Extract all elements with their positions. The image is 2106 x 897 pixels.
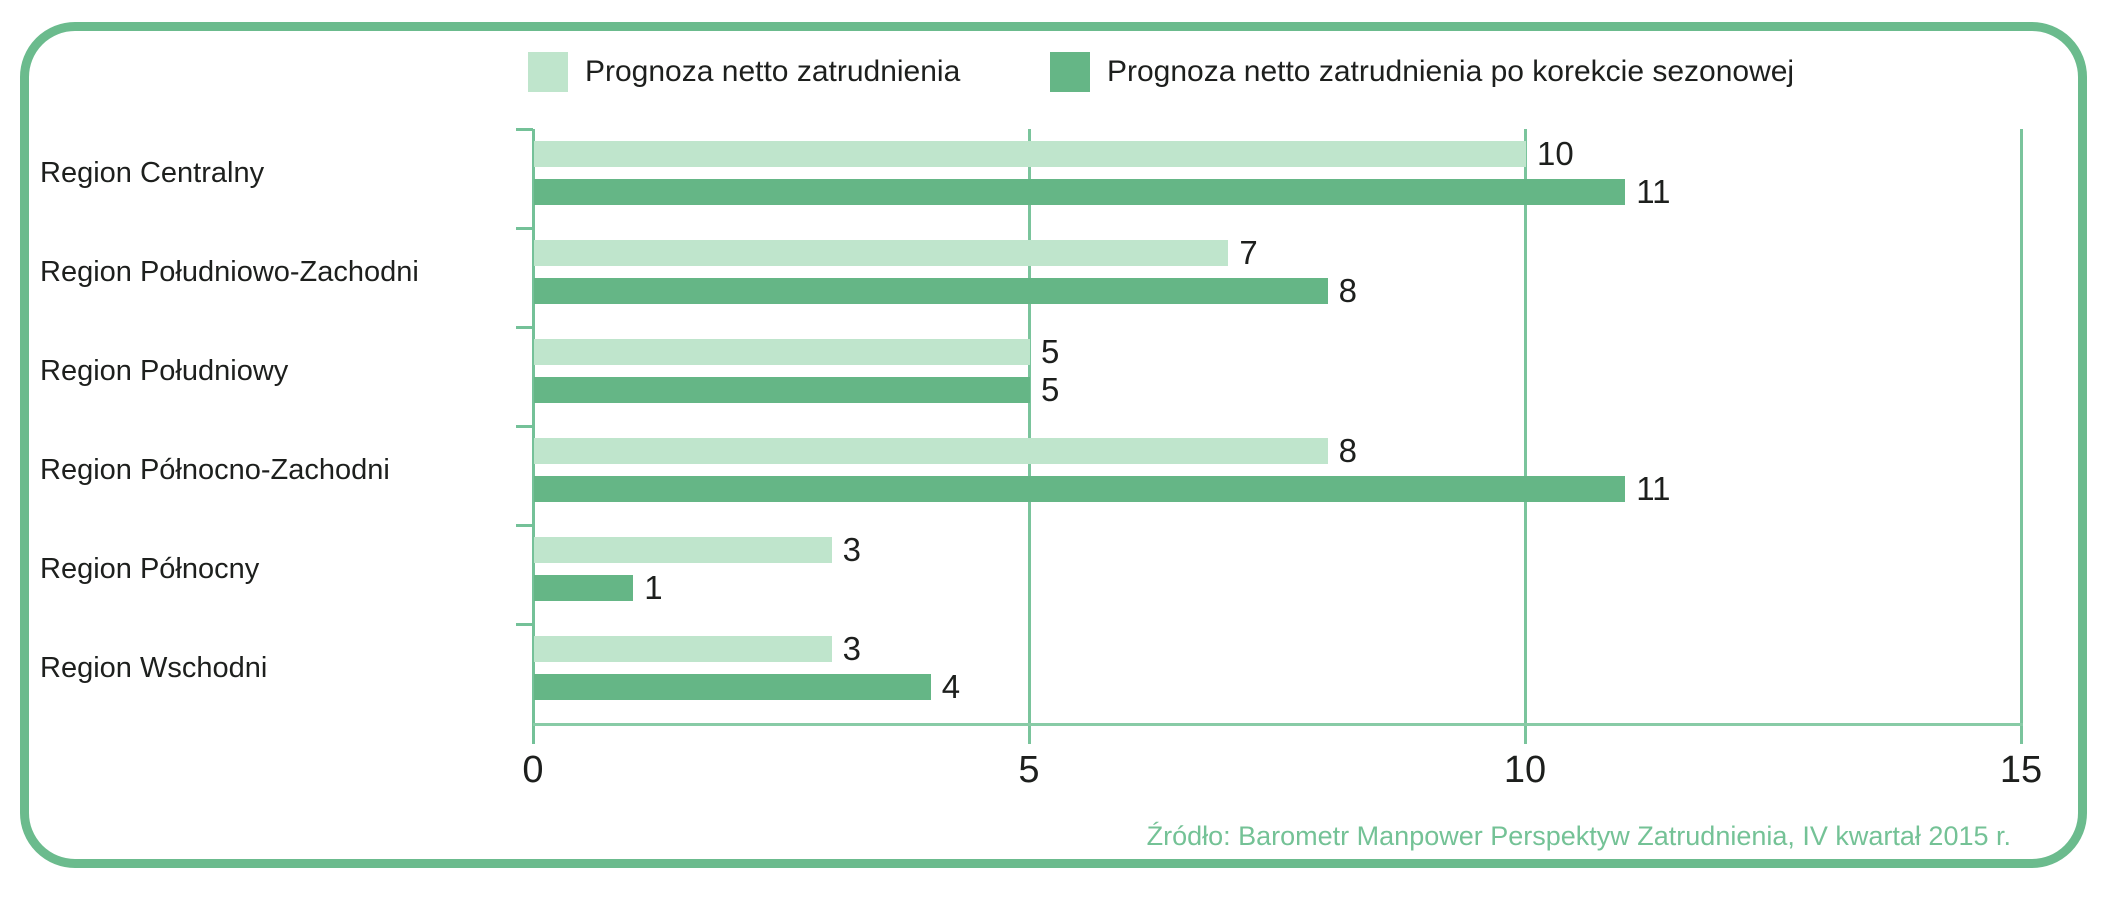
- bar-value-label: 8: [1338, 432, 1357, 469]
- bar-value-label: 5: [1041, 333, 1060, 370]
- category-label: Region Północny: [40, 553, 260, 585]
- category-label: Region Wschodni: [40, 652, 268, 684]
- bar-value-label: 7: [1239, 234, 1258, 271]
- bar-net-forecast: [534, 438, 1328, 464]
- bar-value-label: 5: [1041, 371, 1060, 408]
- bar-seasonally-adjusted: [534, 278, 1328, 304]
- bar-value-label: 3: [842, 630, 861, 667]
- rounded-frame-border: [20, 22, 2087, 868]
- source-caption: Źródło: Barometr Manpower Perspektyw Zat…: [1146, 821, 2011, 851]
- bar-seasonally-adjusted: [534, 674, 931, 700]
- bar-value-label: 4: [941, 668, 961, 705]
- bar-net-forecast: [534, 537, 832, 563]
- y-axis-tick: [516, 326, 533, 329]
- category-label: Region Południowy: [40, 355, 289, 387]
- category-label: Region Północno-Zachodni: [40, 454, 390, 486]
- bar-seasonally-adjusted: [534, 575, 634, 601]
- y-axis-tick: [516, 227, 533, 230]
- bar-value-label: 11: [1636, 470, 1671, 507]
- category-label: Region Centralny: [40, 157, 265, 189]
- bar-net-forecast: [534, 339, 1030, 365]
- bar-value-label: 11: [1636, 173, 1671, 210]
- legend-label-net-forecast: Prognoza netto zatrudnienia: [585, 55, 961, 88]
- gridline-x15: [2020, 129, 2023, 744]
- y-axis-tick: [516, 524, 533, 527]
- x-tick-label: 5: [1018, 749, 1040, 791]
- legend-item-net-forecast: Prognoza netto zatrudnienia: [528, 52, 960, 92]
- x-tick-label: 15: [1999, 749, 2043, 791]
- bar-seasonally-adjusted: [534, 476, 1626, 502]
- x-tick-label: 10: [1503, 749, 1547, 791]
- bar-seasonally-adjusted: [534, 179, 1626, 205]
- bar-net-forecast: [534, 636, 832, 662]
- bar-value-label: 1: [644, 569, 663, 606]
- bar-net-forecast: [534, 240, 1229, 266]
- bar-seasonally-adjusted: [534, 377, 1030, 403]
- gridline-x5: [1028, 129, 1031, 744]
- x-axis-baseline: [533, 723, 2023, 726]
- category-label: Region Południowo-Zachodni: [40, 256, 419, 288]
- y-axis-tick: [516, 623, 533, 626]
- legend-item-seasonally-adjusted: Prognoza netto zatrudnienia po korekcie …: [1050, 52, 1794, 92]
- y-axis-tick: [516, 425, 533, 428]
- gridline-x10: [1524, 129, 1527, 744]
- y-axis-line: [532, 129, 535, 744]
- bar-value-label: 3: [842, 531, 861, 568]
- y-axis-tick: [516, 128, 533, 131]
- x-tick-label: 0: [522, 749, 544, 791]
- legend-label-seasonally-adjusted: Prognoza netto zatrudnienia po korekcie …: [1107, 55, 1795, 88]
- legend-swatch-light-icon: [528, 52, 568, 92]
- bar-value-label: 10: [1537, 135, 1574, 172]
- legend-swatch-dark-icon: [1050, 52, 1090, 92]
- bar-net-forecast: [534, 141, 1526, 167]
- bar-value-label: 8: [1338, 272, 1357, 309]
